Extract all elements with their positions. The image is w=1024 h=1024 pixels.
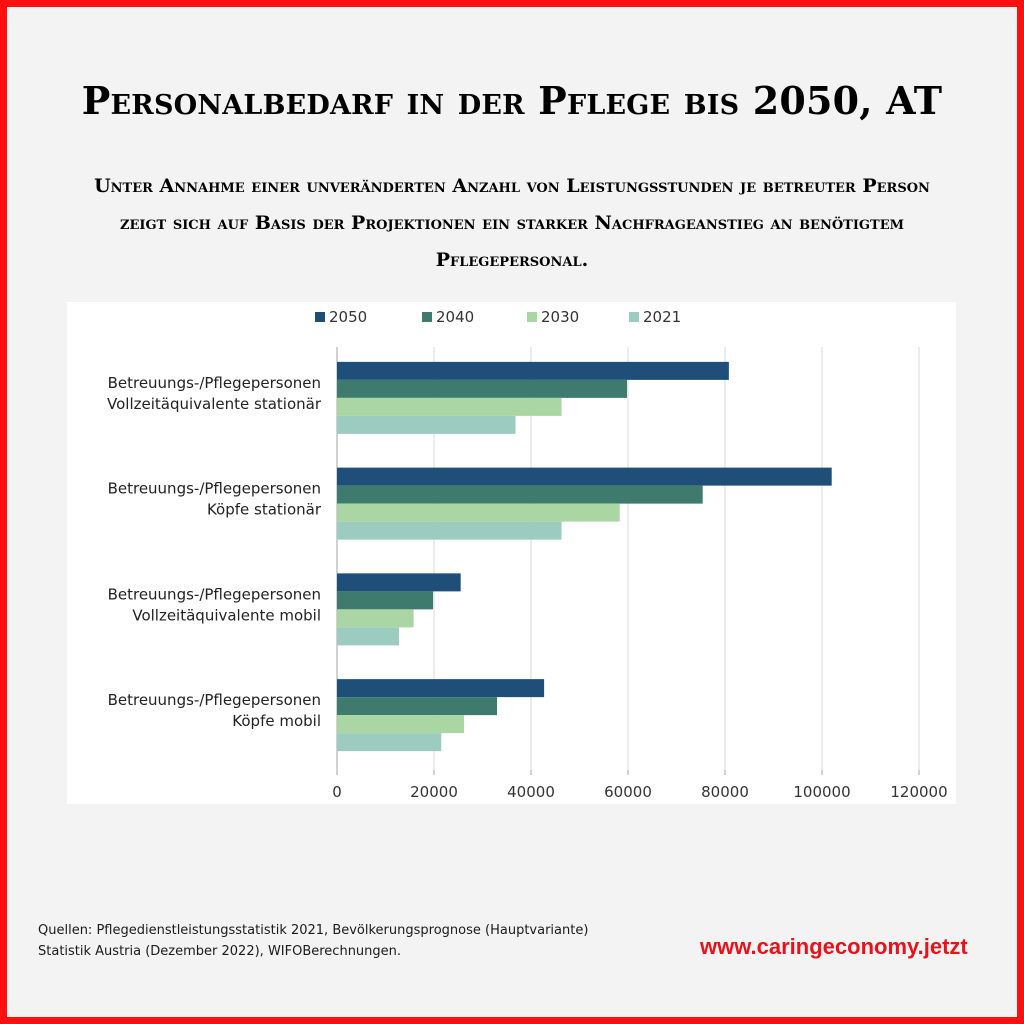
category-label: Köpfe stationär: [207, 501, 322, 519]
x-tick-label: 120000: [890, 783, 947, 801]
bar-2030: [337, 609, 414, 628]
legend-swatch-2050: [315, 312, 325, 322]
legend-label-2021: 2021: [643, 308, 681, 326]
bar-2040: [337, 591, 434, 610]
bar-2040: [337, 379, 628, 398]
legend-label-2030: 2030: [541, 308, 579, 326]
bar-2040: [337, 697, 498, 716]
page-subtitle: Unter Annahme einer unveränderten Anzahl…: [94, 175, 930, 271]
bar-2050: [337, 573, 461, 592]
legend-swatch-2030: [527, 312, 537, 322]
category-label: Betreuungs-/Pflegepersonen: [108, 374, 321, 392]
bar-2030: [337, 397, 562, 416]
bar-2021: [337, 415, 516, 434]
legend-swatch-2021: [629, 312, 639, 322]
x-tick-label: 80000: [701, 783, 749, 801]
bar-2050: [337, 679, 545, 698]
chart-card: 0 20000 40000 60000 80000 100000 120000 Betreuu…: [67, 302, 956, 804]
bar-2030: [337, 503, 620, 522]
category-label: Betreuungs-/Pflegepersonen: [108, 691, 321, 709]
category-label: Vollzeitäquivalente stationär: [107, 395, 322, 413]
x-tick-label: 60000: [604, 783, 652, 801]
category-label: Vollzeitäquivalente mobil: [132, 606, 321, 624]
category-label: Betreuungs-/Pflegepersonen: [108, 480, 321, 498]
bar-2021: [337, 733, 442, 752]
x-tick-label: 40000: [507, 783, 555, 801]
legend-swatch-2040: [422, 312, 432, 322]
source-note: Quellen: Pflegedienstleistungsstatistik …: [38, 920, 678, 962]
source-line-2: Statistik Austria (Dezember 2022), WIFOB…: [38, 944, 402, 959]
x-tick-label: 100000: [793, 783, 850, 801]
bar-chart: 0 20000 40000 60000 80000 100000 120000 Betreuu…: [107, 308, 948, 801]
category-label: Betreuungs-/Pflegepersonen: [108, 585, 321, 603]
legend-label-2050: 2050: [329, 308, 367, 326]
bar-2030: [337, 715, 465, 734]
bar-2021: [337, 627, 400, 646]
website-link[interactable]: www.caringeconomy.jetzt: [700, 934, 968, 959]
bar-2021: [337, 521, 562, 540]
bar-2050: [337, 361, 729, 380]
x-tick-label: 0: [332, 783, 342, 801]
bar-2050: [337, 467, 832, 486]
page-title: Personalbedarf in der Pflege bis 2050, A…: [81, 78, 943, 123]
source-line-1: Quellen: Pflegedienstleistungsstatistik …: [38, 923, 589, 938]
legend-label-2040: 2040: [436, 308, 474, 326]
category-label: Köpfe mobil: [232, 712, 321, 730]
bar-2040: [337, 485, 703, 504]
x-tick-label: 20000: [410, 783, 458, 801]
